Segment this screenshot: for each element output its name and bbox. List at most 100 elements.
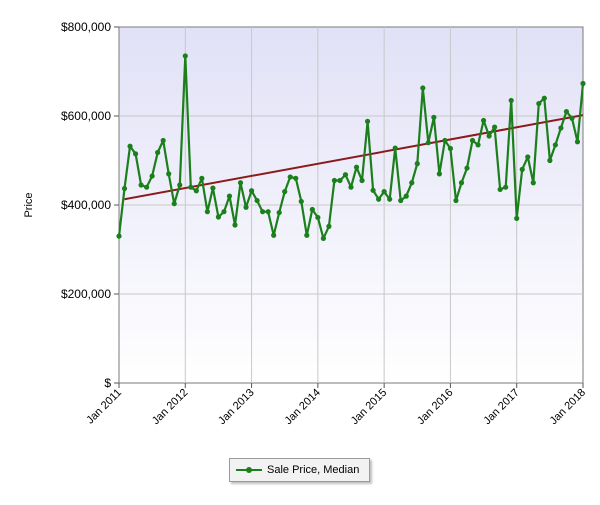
data-point[interactable] [182, 53, 188, 59]
data-point[interactable] [580, 80, 586, 87]
data-point[interactable] [442, 137, 448, 144]
axes [114, 26, 584, 388]
data-point[interactable] [149, 173, 155, 179]
data-point[interactable] [569, 115, 575, 121]
data-point[interactable] [558, 125, 564, 131]
data-point[interactable] [210, 185, 216, 191]
data-point[interactable] [392, 145, 398, 151]
y-tick-labels: $ $200,000 $400,000 $600,000 $800,000 [61, 20, 111, 390]
data-point[interactable] [458, 180, 465, 186]
legend-label: Sale Price, Median [267, 464, 360, 476]
data-point[interactable] [514, 215, 520, 221]
data-point[interactable] [420, 85, 426, 91]
data-point[interactable] [188, 184, 194, 190]
data-point[interactable] [525, 154, 531, 160]
data-point[interactable] [226, 193, 233, 199]
data-point[interactable] [309, 206, 315, 213]
data-point[interactable] [171, 201, 177, 207]
data-point[interactable] [436, 171, 442, 177]
data-point[interactable] [563, 108, 570, 115]
data-point[interactable] [298, 198, 304, 205]
data-point[interactable] [414, 161, 420, 167]
data-point[interactable] [530, 180, 536, 186]
data-point[interactable] [376, 196, 382, 202]
data-point[interactable] [337, 177, 343, 184]
x-tick-label: Jan 2012 [150, 387, 190, 427]
data-point[interactable] [508, 97, 514, 104]
data-point[interactable] [480, 117, 487, 124]
data-point[interactable] [127, 143, 133, 149]
data-point[interactable] [536, 100, 542, 107]
y-tick-label: $800,000 [61, 20, 111, 34]
data-point[interactable] [403, 193, 409, 199]
data-point[interactable] [166, 171, 172, 177]
data-point[interactable] [293, 175, 299, 181]
data-point[interactable] [248, 188, 255, 194]
legend-line-swatch [236, 465, 262, 475]
x-tick-labels: Jan 2011 Jan 2012 Jan 2013 Jan 2014 Jan 2015… [84, 387, 588, 427]
data-point[interactable] [503, 184, 509, 190]
data-point[interactable] [453, 197, 459, 204]
data-point[interactable] [431, 114, 437, 120]
data-point[interactable] [497, 186, 503, 193]
data-point[interactable] [541, 95, 547, 101]
data-point[interactable] [237, 180, 244, 186]
data-point[interactable] [116, 233, 122, 239]
y-tick-label: $ [104, 376, 111, 390]
data-point[interactable] [232, 222, 238, 228]
data-point[interactable] [425, 140, 431, 146]
data-point[interactable] [260, 209, 266, 215]
data-point[interactable] [359, 177, 365, 184]
data-point[interactable] [353, 164, 360, 170]
y-axis-label: Price [23, 192, 35, 217]
data-point[interactable] [464, 165, 470, 171]
data-point[interactable] [547, 157, 553, 164]
data-point[interactable] [177, 182, 183, 188]
data-point[interactable] [519, 166, 525, 172]
data-point[interactable] [486, 133, 492, 139]
data-point[interactable] [254, 197, 260, 204]
data-point[interactable] [193, 188, 199, 194]
data-point[interactable] [370, 187, 376, 193]
data-point[interactable] [552, 142, 558, 148]
data-point[interactable] [132, 151, 139, 157]
data-point[interactable] [204, 209, 210, 215]
data-point[interactable] [271, 232, 277, 238]
data-point[interactable] [409, 180, 415, 186]
x-tick-label: Jan 2011 [84, 387, 124, 427]
data-point[interactable] [381, 189, 387, 195]
data-point[interactable] [121, 185, 128, 192]
data-point[interactable] [282, 189, 288, 195]
data-point[interactable] [398, 197, 404, 204]
data-point[interactable] [144, 184, 150, 190]
data-point[interactable] [492, 124, 498, 130]
data-point[interactable] [243, 204, 249, 210]
data-point[interactable] [315, 214, 321, 221]
data-point[interactable] [276, 209, 282, 216]
data-point[interactable] [304, 232, 310, 238]
data-point[interactable] [287, 174, 293, 180]
series-layer [116, 53, 586, 241]
data-point[interactable] [342, 172, 349, 178]
data-point[interactable] [221, 209, 227, 215]
data-point[interactable] [574, 139, 581, 145]
data-point[interactable] [138, 182, 144, 188]
data-point[interactable] [320, 235, 326, 241]
data-point[interactable] [326, 223, 332, 229]
data-point[interactable] [331, 177, 338, 184]
y-tick-label: $200,000 [61, 287, 111, 301]
data-point[interactable] [447, 145, 454, 152]
data-point[interactable] [348, 184, 354, 190]
legend: Sale Price, Median [229, 458, 370, 482]
data-point[interactable] [199, 175, 205, 181]
data-point[interactable] [469, 137, 476, 144]
data-point[interactable] [160, 137, 166, 144]
data-point[interactable] [155, 149, 161, 156]
data-point[interactable] [387, 196, 393, 202]
trend-line [124, 114, 584, 201]
data-point[interactable] [364, 118, 371, 124]
data-point[interactable] [475, 142, 481, 148]
data-point[interactable] [265, 209, 271, 215]
data-point[interactable] [215, 214, 222, 220]
